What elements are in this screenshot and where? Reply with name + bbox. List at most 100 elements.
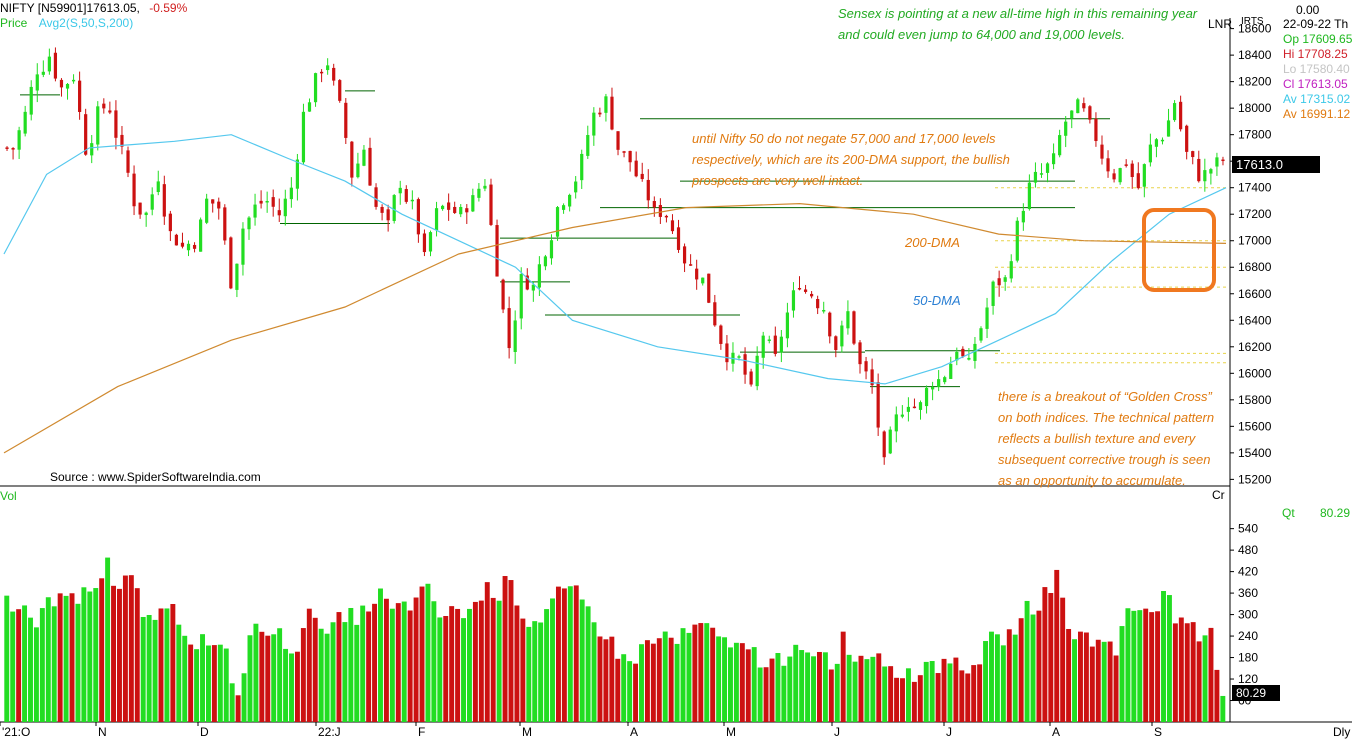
candle-down: [961, 348, 965, 357]
volume-bar: [389, 608, 395, 722]
candle-up: [840, 325, 844, 347]
volume-bar: [811, 656, 816, 722]
candle-down: [719, 325, 723, 344]
volume-bar: [105, 557, 111, 722]
volume-bar: [763, 667, 769, 722]
candle-up: [1058, 135, 1062, 156]
volume-bar: [585, 606, 591, 722]
candlesticks: [5, 47, 1225, 465]
price-tick-label: 15600: [1238, 419, 1272, 433]
candle-down: [870, 369, 874, 386]
volume-bar: [383, 598, 389, 722]
candle-up: [586, 135, 590, 156]
volume-bar: [1072, 639, 1077, 722]
volume-bar: [484, 582, 490, 722]
candle-up: [519, 274, 523, 319]
volume-bar: [170, 604, 176, 722]
candle-up: [434, 208, 439, 231]
candle-down: [495, 225, 499, 277]
candle-down: [816, 299, 820, 309]
volume-bar: [99, 578, 105, 722]
volume-bar: [425, 583, 431, 722]
symbol-label: NIFTY [N59901]: [0, 1, 87, 15]
candle-down: [338, 80, 342, 101]
volume-bar: [1172, 623, 1178, 722]
volume-bar: [1077, 631, 1083, 722]
volume-bar: [413, 597, 419, 722]
candle-down: [634, 160, 638, 177]
qt-value: 80.29: [1320, 506, 1351, 520]
time-tick-label: N: [98, 725, 107, 739]
source-label: Source : www.SpiderSoftwareIndia.com: [50, 470, 261, 484]
candle-up: [1148, 144, 1152, 163]
volume-bar: [905, 668, 911, 722]
candle-up: [574, 181, 578, 193]
candle-down: [834, 336, 838, 350]
volume-bar: [882, 666, 888, 722]
volume-bar: [211, 645, 217, 722]
candle-up: [1070, 110, 1074, 119]
candle-down: [168, 213, 172, 232]
nifty50-annotation: until Nifty 50 do not negate 57,000 and …: [692, 131, 1010, 188]
last-price-tag: 17613.0: [1236, 157, 1283, 172]
candle-down: [489, 184, 493, 225]
candle-up: [205, 198, 209, 223]
candle-up: [943, 377, 947, 383]
candle-up: [150, 194, 154, 210]
golden-cross-highlight-box: [1142, 208, 1216, 292]
volume-bar: [1208, 627, 1214, 722]
volume-bar: [87, 591, 93, 722]
volume-bar: [994, 634, 1000, 722]
volume-bar: [1137, 610, 1143, 722]
volume-bar: [1149, 612, 1155, 722]
chart-header: NIFTY [N59901]17613.05, -0.59%: [0, 1, 187, 16]
candle-up: [410, 199, 414, 202]
candle-down: [277, 210, 281, 216]
candle-up: [531, 284, 535, 291]
candle-up: [440, 205, 445, 210]
last-volume-tag-bg: [1232, 685, 1280, 701]
volume-bar: [490, 597, 496, 722]
candle-down: [416, 199, 420, 235]
volume-bar: [1184, 623, 1190, 722]
volume-bar: [217, 644, 223, 722]
candle-down: [658, 205, 662, 217]
volume-bar: [775, 653, 781, 722]
change-percent: -0.59%: [149, 1, 188, 15]
crosshair-label: Cr: [1212, 488, 1225, 502]
candle-up: [1021, 210, 1025, 223]
volume-bar: [16, 609, 22, 722]
time-tick-label: A: [630, 725, 638, 739]
volume-bar: [929, 661, 935, 722]
last-price: 17613.05,: [86, 1, 140, 15]
candle-up: [561, 205, 566, 210]
candle-down: [1197, 158, 1201, 182]
open-value: Op 17609.65: [1283, 32, 1352, 46]
candle-up: [1203, 170, 1207, 182]
volume-bar: [793, 644, 799, 722]
dma200-line: [3, 202, 1227, 454]
volume-bar: [330, 622, 336, 722]
candle-up: [1166, 120, 1171, 137]
volume-bar: [888, 666, 894, 722]
candle-up: [477, 188, 481, 198]
irts-label: IRTS: [1241, 16, 1264, 27]
candle-up: [156, 181, 160, 193]
candle-down: [646, 179, 650, 201]
volume-bar: [561, 588, 567, 722]
candle-down: [59, 79, 64, 88]
volume-bar: [567, 586, 573, 722]
candle-down: [447, 202, 451, 210]
volume-bar: [93, 588, 99, 722]
volume-bar: [722, 637, 728, 722]
volume-bar: [514, 605, 520, 722]
volume-bar: [229, 683, 235, 722]
volume-bar: [1155, 611, 1161, 722]
volume-bar: [401, 601, 407, 722]
candle-up: [785, 312, 790, 339]
candle-down: [162, 184, 166, 217]
volume-bar: [781, 665, 787, 722]
candle-down: [682, 246, 687, 264]
volume-bar: [437, 617, 443, 722]
